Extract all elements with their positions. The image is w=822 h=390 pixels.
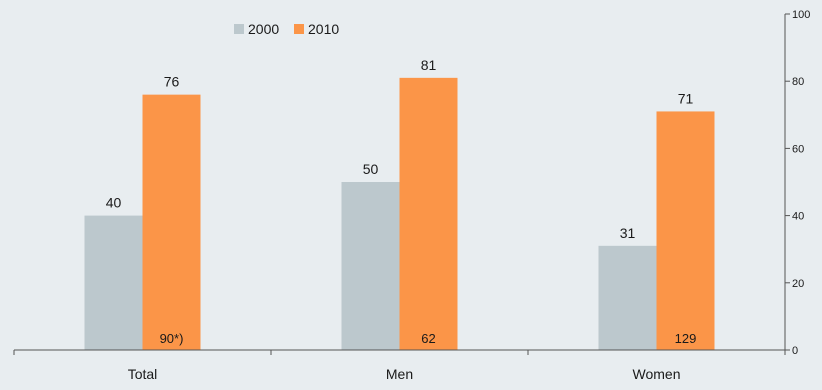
value-label-men-2010: 81	[421, 57, 437, 73]
bar-men-2000	[341, 182, 400, 350]
bars-group	[84, 77, 715, 350]
bar-total-2000	[84, 215, 143, 350]
y-tick-label-20: 20	[792, 278, 804, 290]
value-label-total-2000: 40	[106, 195, 122, 211]
y-tick-label-80: 80	[792, 76, 804, 88]
value-labels-group: 40 76 50 81 31 71	[106, 57, 694, 241]
y-tick-label-40: 40	[792, 211, 804, 223]
bar-women-2000	[598, 245, 657, 350]
inner-label-men: 62	[421, 331, 435, 346]
bar-women-2010	[656, 111, 715, 350]
x-tick-label-women: Women	[633, 366, 681, 382]
value-label-women-2010: 71	[678, 90, 694, 106]
inner-labels-group: 90*) 62 129	[160, 331, 697, 346]
x-axis: Total Men Women	[13, 349, 786, 382]
bar-total-2010	[142, 94, 201, 350]
y-tick-label-0: 0	[792, 345, 798, 357]
bar-men-2010	[399, 77, 458, 350]
y-tick-label-60: 60	[792, 143, 804, 155]
x-tick-label-total: Total	[128, 366, 158, 382]
value-label-total-2010: 76	[164, 74, 180, 90]
x-tick-label-men: Men	[386, 366, 413, 382]
inner-label-total: 90*)	[160, 331, 184, 346]
legend-label-2000: 2000	[248, 21, 279, 37]
y-axis: 0 20 40 60 80 100	[784, 9, 810, 357]
legend-label-2010: 2010	[308, 21, 339, 37]
value-label-men-2000: 50	[363, 161, 379, 177]
legend: 2000 2010	[234, 21, 339, 37]
legend-swatch-2000	[234, 24, 244, 34]
y-tick-label-100: 100	[792, 9, 810, 21]
inner-label-women: 129	[675, 331, 697, 346]
legend-swatch-2010	[294, 24, 304, 34]
value-label-women-2000: 31	[620, 225, 636, 241]
